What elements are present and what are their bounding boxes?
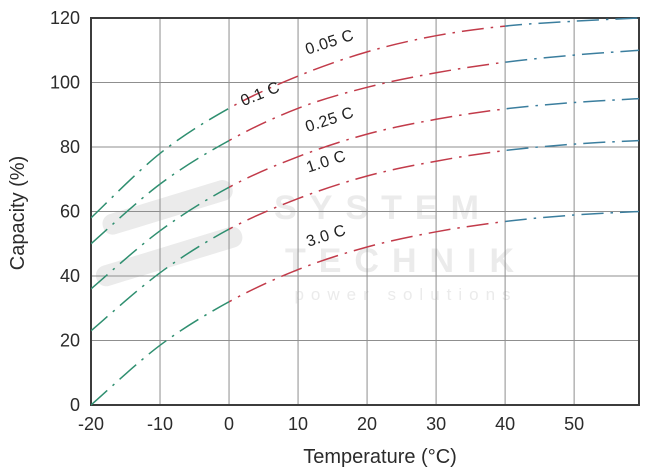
x-tick-label: 30 <box>426 414 446 434</box>
x-axis-tick-labels: -20 -10 0 10 20 30 40 50 <box>78 414 584 434</box>
curve-1-0-c <box>505 139 640 152</box>
curve-label-0-1-c: 0.1 C <box>238 79 282 110</box>
y-tick-label: 40 <box>60 266 80 286</box>
curve-0-05-c <box>91 107 230 219</box>
x-tick-label: 50 <box>564 414 584 434</box>
curve-1-0-c <box>91 228 230 332</box>
x-axis-title: Temperature (°C) <box>303 446 457 468</box>
y-axis-tick-labels: 0 20 40 60 80 100 120 <box>50 8 80 415</box>
x-tick-label: 0 <box>224 414 234 434</box>
x-tick-label: -20 <box>78 414 104 434</box>
curve-0-05-c <box>229 25 506 110</box>
y-tick-label: 0 <box>70 395 80 415</box>
curve-3-0-c <box>229 220 506 303</box>
x-tick-label: -10 <box>147 414 173 434</box>
curve-0-25-c <box>229 108 506 189</box>
y-tick-label: 60 <box>60 202 80 222</box>
curve-0-1-c <box>91 139 230 245</box>
x-tick-label: 40 <box>495 414 515 434</box>
curve-label-0-05-c: 0.05 C <box>303 27 356 59</box>
grid-lines <box>91 18 639 405</box>
y-tick-label: 100 <box>50 73 80 93</box>
x-tick-label: 20 <box>357 414 377 434</box>
curve-0-1-c <box>505 49 640 63</box>
curve-0-1-c <box>229 61 506 142</box>
watermark-logo-bar <box>102 180 233 235</box>
watermark-line1: SYSTEM <box>274 189 492 227</box>
curve-label-0-25-c: 0.25 C <box>303 104 356 136</box>
y-axis-title: Capacity (%) <box>7 156 29 270</box>
curve-0-05-c <box>505 17 640 27</box>
y-tick-label: 80 <box>60 137 80 157</box>
curve-0-25-c <box>91 186 230 290</box>
y-tick-label: 20 <box>60 331 80 351</box>
x-tick-label: 10 <box>288 414 308 434</box>
data-curves <box>91 17 640 406</box>
curve-1-0-c <box>229 149 506 231</box>
curve-0-25-c <box>505 97 640 110</box>
curve-3-0-c <box>505 210 640 223</box>
y-tick-label: 120 <box>50 8 80 28</box>
watermark-line3: power solutions <box>294 285 517 304</box>
curve-3-0-c <box>91 300 230 406</box>
